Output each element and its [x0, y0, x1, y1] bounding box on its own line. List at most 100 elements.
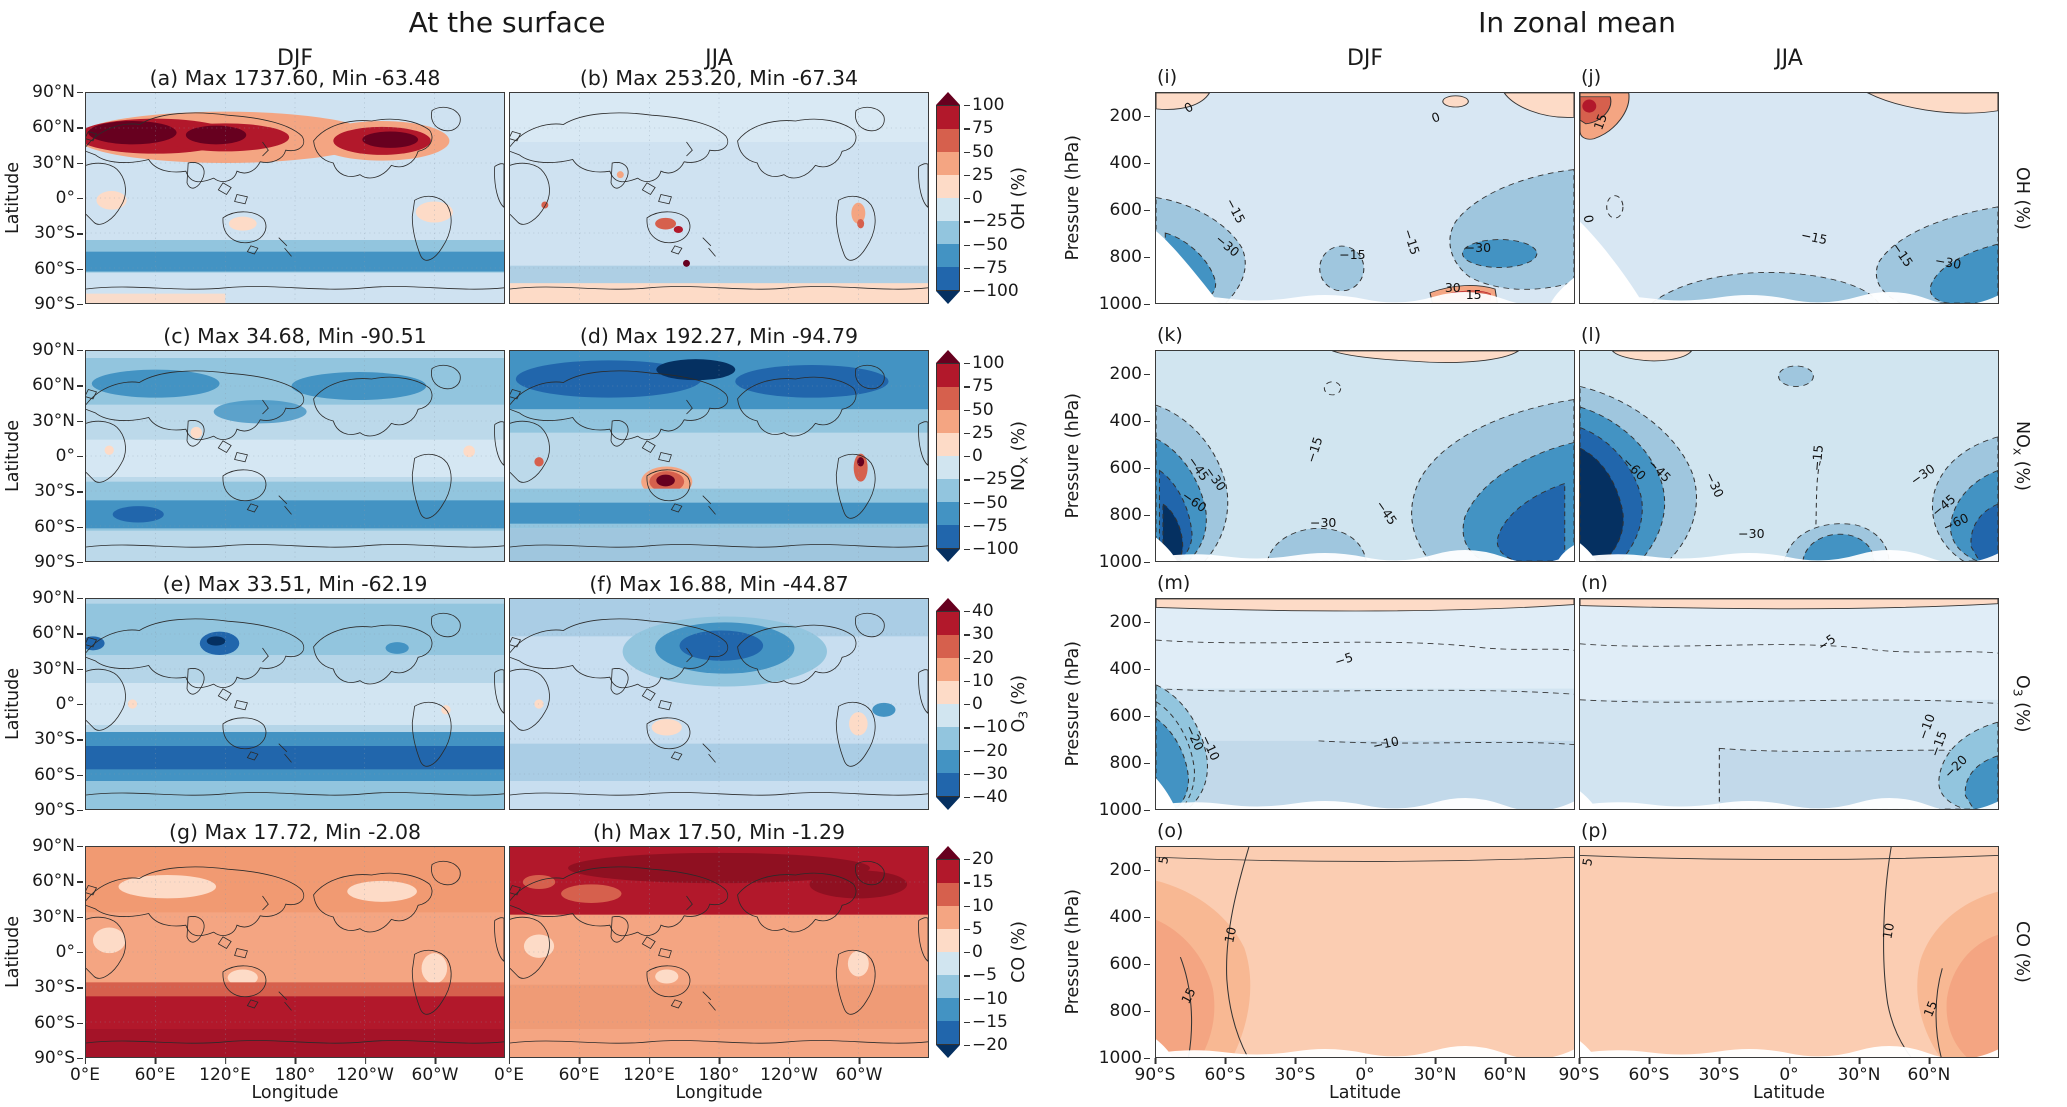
tick-label: 10 — [964, 895, 994, 916]
tick-label: 120°E — [199, 1058, 251, 1085]
contour-label: 30 — [1444, 280, 1461, 296]
zonal-panel-m-o3-djf: −5 −10 −20 −10 — [1155, 598, 1575, 810]
colorbar-segment — [937, 221, 959, 244]
zonal-panel-l-nox-jja: −60 −45 −30 −15 −30 −30 −45 −60 — [1579, 350, 1999, 562]
tick-label: 20 — [964, 849, 994, 869]
colorbar-arrow-high — [936, 350, 960, 363]
contour-label: −30 — [1464, 240, 1492, 256]
contour-labels: 5 10 15 — [1156, 847, 1574, 1057]
tick-label: 30°N — [1837, 1058, 1881, 1085]
colorbar-label-o3: O3 (%) — [1009, 675, 1031, 733]
contour-label: −5 — [1814, 631, 1839, 654]
tick-label: 1000 — [1098, 552, 1151, 572]
tick-label: −15 — [964, 1011, 1008, 1032]
tick-label: 0° — [1779, 1058, 1799, 1085]
contour-label: −20 — [1941, 751, 1971, 782]
zonal-row-label-nox: NOx (%) — [2010, 421, 2032, 491]
tick-label: 60°W — [411, 1058, 459, 1085]
contour-label: −15 — [1400, 226, 1423, 257]
map-panel-a-oh-djf — [85, 92, 505, 304]
tick-label: −75 — [964, 257, 1008, 278]
map-panel-b-oh-jja — [509, 92, 929, 304]
tick-label: 200 — [1109, 105, 1151, 126]
contour-label: 0 — [1429, 109, 1443, 126]
tick-label: 200 — [1109, 363, 1151, 384]
colorbar-label-nox: NOx (%) — [1009, 421, 1031, 491]
contour-label: −15 — [1808, 444, 1827, 472]
tick-label: 60°N — [32, 375, 83, 396]
colorbar-nox — [936, 350, 960, 562]
latitude-axis-label: Latitude — [3, 419, 23, 493]
tick-label: −20 — [964, 1035, 1008, 1055]
contour-label: −15 — [1927, 728, 1951, 759]
contour-label: −15 — [1888, 239, 1917, 270]
map-panel-d-nox-jja — [509, 350, 929, 562]
tick-label: 0° — [55, 188, 84, 208]
tick-label: 0 — [964, 942, 983, 962]
colorbar-segment — [937, 364, 959, 387]
tick-label: −75 — [964, 515, 1008, 536]
contour-label: −15 — [1302, 434, 1326, 465]
colorbar-segment — [937, 1021, 959, 1044]
colorbar-o3 — [936, 598, 960, 810]
colorbar-segment — [937, 681, 959, 704]
tick-label: −50 — [964, 492, 1008, 513]
latitude-axis-label-bottom: Latitude — [1328, 1083, 1402, 1103]
tick-label: 30°S — [34, 223, 83, 244]
tick-label: 90°S — [1558, 1058, 1600, 1085]
tick-label: 30°N — [1413, 1058, 1457, 1085]
contour-label: −60 — [1940, 510, 1971, 535]
map-panel-h-co-jja — [509, 846, 929, 1058]
contour-label: 15 — [1465, 286, 1482, 302]
tick-label: 800 — [1109, 752, 1151, 773]
tick-label: 1000 — [1098, 294, 1151, 314]
contour-label: 15 — [1590, 112, 1610, 133]
pressure-ticks: 200 400 600 800 1000 — [1096, 598, 1151, 820]
latitude-ticks: 90°N 60°N 30°N 0° 30°S 60°S 90°S — [29, 588, 84, 820]
tick-label: 120°W — [760, 1058, 818, 1085]
tick-label: 50 — [964, 141, 994, 162]
tick-label: 60°E — [558, 1058, 600, 1085]
tick-label: 90°N — [32, 82, 83, 102]
tick-label: 180° — [274, 1058, 316, 1085]
tick-label: −25 — [964, 469, 1008, 490]
colorbar-segment — [937, 929, 959, 952]
tick-label: 200 — [1109, 859, 1151, 880]
panel-c-title: (c) Max 34.68, Min -90.51 — [163, 324, 427, 348]
zonal-panel-n-o3-jja: −5 −10 −15 −20 — [1579, 598, 1999, 810]
colorbar-co — [936, 846, 960, 1058]
contour-label: −60 — [1178, 487, 1210, 516]
tick-label: 30°S — [1274, 1058, 1316, 1085]
pressure-ticks: 200 400 600 800 1000 — [1096, 92, 1151, 314]
tick-label: 200 — [1109, 611, 1151, 632]
longitude-axis-label: Longitude — [675, 1083, 763, 1103]
contour-label: −30 — [1309, 514, 1337, 530]
colorbar-ticks-nox: 100 75 50 25 0 −25 −50 −75 −100 — [963, 353, 1024, 559]
pressure-axis-label: Pressure (hPa) — [1063, 393, 1083, 519]
colorbar-segment — [937, 175, 959, 198]
panel-l-letter: (l) — [1581, 324, 1602, 346]
zonal-row-label-co: CO (%) — [2011, 921, 2032, 983]
zonal-row-label-o3: O3 (%) — [2010, 675, 2032, 733]
colorbar-segment — [937, 635, 959, 658]
tick-label: 400 — [1109, 906, 1151, 927]
contour-label: 5 — [1579, 856, 1596, 867]
colorbar-segment — [937, 410, 959, 433]
contour-labels: 5 10 15 — [1580, 847, 1998, 1057]
map-panel-g-co-djf — [85, 846, 505, 1058]
colorbar-segment — [937, 525, 959, 548]
tick-label: −100 — [964, 281, 1019, 301]
tick-label: 90°S — [34, 1048, 83, 1068]
tick-label: 60°S — [34, 516, 83, 537]
contour-labels: −15 −45 −30 −60 −30 −45 — [1156, 351, 1574, 561]
zonal-row-label-oh: OH (%) — [2011, 166, 2032, 230]
pressure-ticks: 200 400 600 800 1000 — [1096, 846, 1151, 1068]
contour-labels: −60 −45 −30 −15 −30 −30 −45 −60 — [1580, 351, 1998, 561]
zonal-panel-p-co-jja: 5 10 15 — [1579, 846, 1999, 1058]
colorbar-segment — [937, 244, 959, 267]
colorbar-arrow-high — [936, 598, 960, 611]
tick-label: 400 — [1109, 658, 1151, 679]
colorbar-segment — [937, 267, 959, 290]
contour-label: 10 — [1221, 925, 1240, 945]
tick-label: 120°W — [336, 1058, 394, 1085]
